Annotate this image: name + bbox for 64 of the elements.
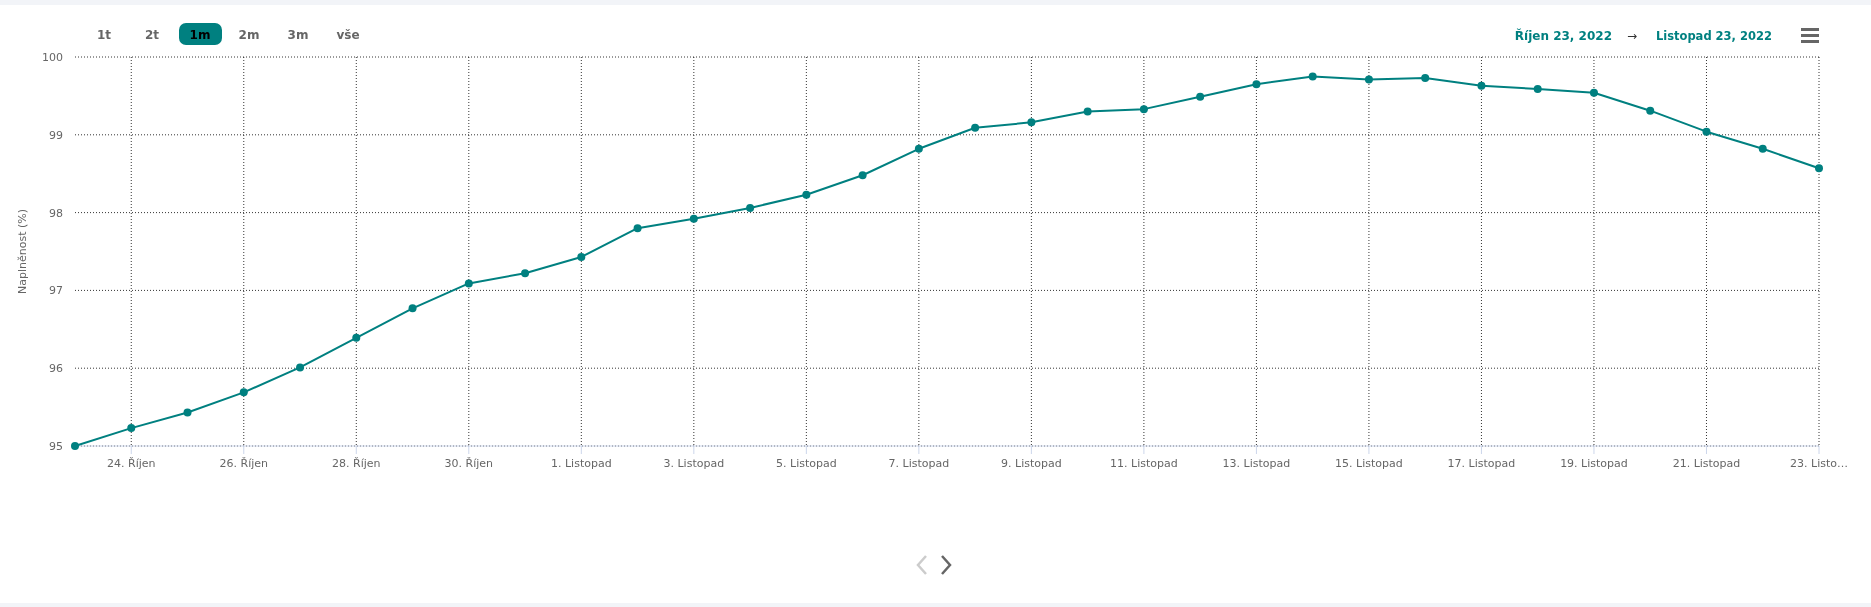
point xyxy=(1533,84,1542,93)
x-tick-label: 1. Listopad xyxy=(550,457,612,470)
point xyxy=(1196,92,1205,101)
point xyxy=(1364,75,1373,84)
text: 3m xyxy=(287,28,309,42)
y-tick-label: 96 xyxy=(49,362,63,376)
text: → xyxy=(1626,29,1638,43)
point xyxy=(746,203,755,212)
point xyxy=(1589,88,1598,97)
point xyxy=(689,214,698,223)
point xyxy=(127,424,136,433)
point xyxy=(296,363,305,372)
point xyxy=(577,252,586,261)
x-tick-label: 19. Listopad xyxy=(1560,457,1628,470)
text: 2m xyxy=(238,28,260,42)
point xyxy=(464,279,473,288)
point xyxy=(1083,107,1092,116)
x-tick-label: 15. Listopad xyxy=(1335,457,1403,470)
y-tick-label: 97 xyxy=(49,284,63,298)
text: Říjen 23, 2022 xyxy=(1514,28,1612,43)
point xyxy=(1702,127,1711,136)
y-axis-title: Naplněnost (%) xyxy=(16,208,29,295)
point xyxy=(1758,144,1767,153)
x-tick-label: 5. Listopad xyxy=(776,457,837,470)
point xyxy=(914,144,923,153)
x-tick-label: 11. Listopad xyxy=(1110,457,1178,470)
x-tick-label: 21. Listopad xyxy=(1672,457,1741,470)
point xyxy=(971,123,980,132)
x-tick-label: 13. Listopad xyxy=(1222,457,1291,470)
point xyxy=(1477,81,1486,90)
point xyxy=(1139,105,1148,114)
point xyxy=(802,190,811,199)
y-tick-label: 100 xyxy=(42,51,63,64)
x-tick-label: 24. Říjen xyxy=(107,457,156,470)
x-tick-label: 30. Říjen xyxy=(444,457,494,470)
x-tick-label: 9. Listopad xyxy=(1001,457,1062,470)
x-tick-label: 17. Listopad xyxy=(1447,457,1516,470)
x-tick-label: 26. Říjen xyxy=(219,457,269,470)
x-tick-label: 23. Listo… xyxy=(1790,457,1848,470)
y-tick-label: 95 xyxy=(49,440,63,453)
point xyxy=(408,304,417,313)
point xyxy=(71,442,79,450)
x-tick-label: 7. Listopad xyxy=(888,457,950,470)
x-tick-label: 3. Listopad xyxy=(663,457,725,470)
point xyxy=(183,408,192,417)
y-tick-label: 98 xyxy=(49,206,63,220)
text: 2t xyxy=(144,28,160,42)
point xyxy=(1815,164,1823,173)
point xyxy=(239,388,248,397)
x-tick-label: 28. Říjen xyxy=(332,457,381,470)
point xyxy=(1252,80,1261,89)
point xyxy=(1027,118,1036,127)
point xyxy=(1421,74,1430,83)
point xyxy=(521,269,530,278)
point xyxy=(352,333,361,342)
point xyxy=(1646,106,1655,115)
point xyxy=(858,171,867,180)
text: Listopad 23, 2022 xyxy=(1655,29,1772,43)
point xyxy=(1308,72,1317,81)
text: vše xyxy=(336,28,360,42)
text: 1t xyxy=(96,28,112,42)
y-tick-label: 99 xyxy=(49,128,63,142)
point xyxy=(633,224,642,233)
text: 1m xyxy=(189,28,211,42)
